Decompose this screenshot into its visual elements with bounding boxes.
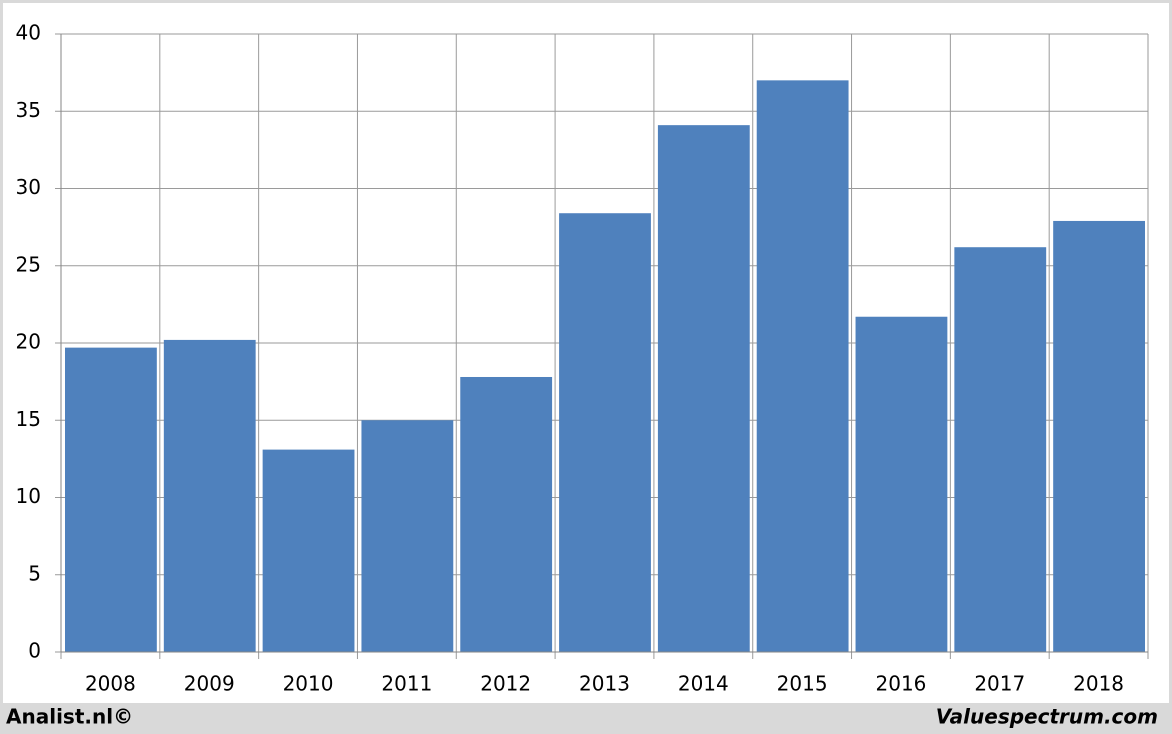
bar (559, 213, 651, 652)
x-tick-label: 2013 (579, 672, 630, 696)
x-tick-label: 2015 (777, 672, 828, 696)
y-tick-label: 5 (28, 561, 41, 585)
y-tick-label: 35 (16, 98, 41, 122)
x-tick-label: 2009 (184, 672, 235, 696)
bar (855, 316, 948, 652)
x-tick-label: 2016 (876, 672, 927, 696)
y-tick-label: 10 (16, 484, 41, 508)
bar (460, 376, 553, 652)
bar (361, 420, 454, 652)
bar (954, 247, 1047, 652)
bar (262, 449, 355, 652)
bar (65, 347, 157, 652)
bar (163, 339, 256, 652)
x-tick-label: 2012 (480, 672, 531, 696)
x-tick-label: 2008 (85, 672, 136, 696)
y-tick-label: 15 (16, 407, 41, 431)
y-tick-label: 40 (16, 21, 41, 45)
y-tick-label: 25 (16, 252, 41, 276)
y-tick-label: 30 (16, 175, 41, 199)
bar (657, 125, 750, 652)
x-tick-label: 2018 (1073, 672, 1124, 696)
credit-label: Valuespectrum.com (936, 705, 1158, 729)
x-tick-label: 2017 (974, 672, 1025, 696)
y-tick-label: 0 (28, 639, 41, 663)
source-label: Analist.nl© (6, 705, 133, 729)
bar (1053, 220, 1145, 652)
bar (756, 80, 849, 653)
y-tick-label: 20 (16, 330, 41, 354)
x-tick-label: 2014 (678, 672, 729, 696)
x-tick-label: 2011 (381, 672, 432, 696)
x-tick-label: 2010 (283, 672, 334, 696)
